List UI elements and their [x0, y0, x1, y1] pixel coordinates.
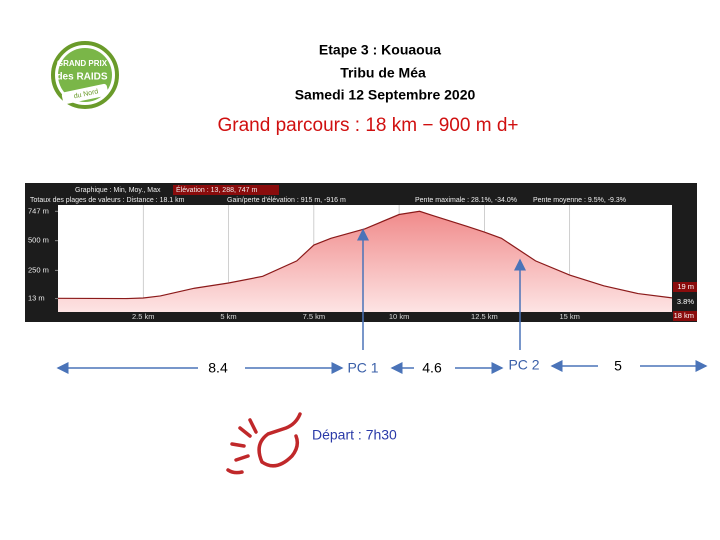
end-label-bg: [673, 311, 697, 321]
x-tick-label: 12.5 km: [471, 312, 498, 321]
x-tick-label: 7.5 km: [303, 312, 326, 321]
logo: GRAND PRIX des RAIDS du Nord: [51, 41, 119, 109]
x-tick-label: 10 km: [389, 312, 409, 321]
end-label: 19 m: [677, 282, 694, 291]
segment-distance: 8.4: [208, 360, 228, 376]
chart-info: Pente maximale : 28.1%, -34.0%: [415, 197, 517, 204]
start-time: Départ : 7h30: [312, 427, 397, 443]
checkpoint-label: PC 2: [508, 357, 539, 373]
info-highlight: [173, 185, 279, 195]
chart-info: Gain/perte d'élévation : 915 m, -916 m: [227, 197, 346, 204]
x-tick-label: 15 km: [559, 312, 579, 321]
location: Tribu de Méa: [340, 65, 426, 81]
y-tick-label: 13 m: [28, 294, 45, 303]
start-icon: [226, 412, 302, 475]
end-label-bg: [673, 282, 697, 292]
elevation-chart: Graphique : Min, Moy., Max Élévation : 13…: [25, 183, 697, 322]
y-tick-label: 500 m: [28, 236, 49, 245]
segment-distance: 5: [614, 358, 622, 374]
x-tick-label: 5 km: [220, 312, 236, 321]
segment-distance: 4.6: [422, 360, 442, 376]
segment-arrows: [56, 360, 708, 374]
chart-info: Élévation : 13, 288, 747 m: [176, 185, 257, 194]
logo-text: GRAND PRIX: [57, 59, 108, 68]
date: Samedi 12 Septembre 2020: [295, 87, 476, 103]
end-label: 3.8%: [677, 297, 694, 306]
y-tick-label: 747 m: [28, 206, 49, 215]
course-subtitle: Grand parcours : 18 km − 900 m d+: [218, 115, 519, 136]
checkpoint-label: PC 1: [347, 360, 378, 376]
logo-text: des RAIDS: [56, 72, 107, 83]
chart-info: Totaux des plages de valeurs : Distance …: [30, 197, 185, 204]
chart-info: Pente moyenne : 9.5%, -9.3%: [533, 197, 626, 204]
y-tick-label: 250 m: [28, 265, 49, 274]
chart-info: Graphique : Min, Moy., Max: [75, 187, 161, 194]
end-label: 18 km: [674, 311, 694, 320]
stage-title: Etape 3 : Kouaoua: [319, 42, 441, 58]
x-tick-label: 2.5 km: [132, 312, 155, 321]
elevation-area: [58, 211, 672, 312]
